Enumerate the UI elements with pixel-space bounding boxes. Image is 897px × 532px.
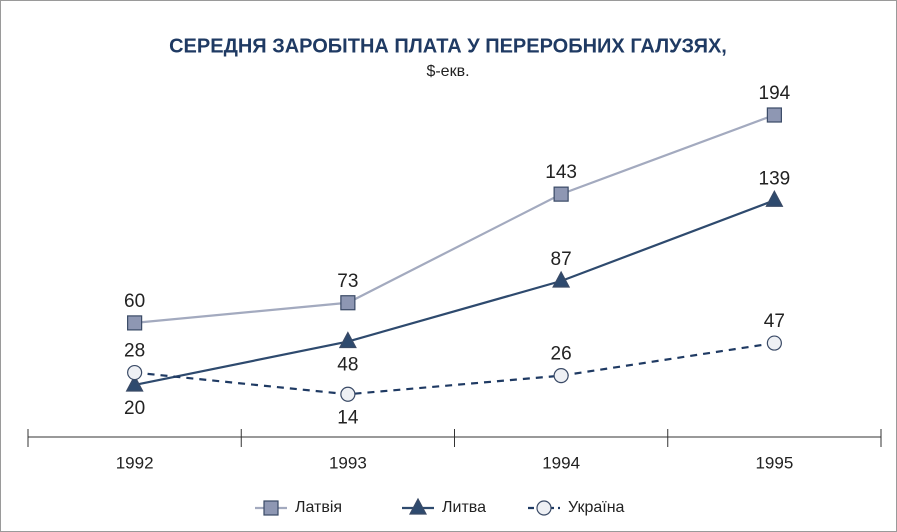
marker — [765, 190, 784, 207]
data-label: 60 — [124, 291, 145, 312]
legend-label: Україна — [568, 499, 625, 516]
legend-marker — [409, 497, 427, 515]
data-label: 194 — [759, 83, 791, 104]
legend-label: Литва — [442, 499, 486, 516]
series-line — [134, 341, 775, 396]
chart-subtitle: $-екв. — [426, 63, 469, 80]
marker — [766, 335, 782, 351]
x-tick-label: 1992 — [116, 453, 154, 472]
marker — [125, 374, 144, 392]
data-label: 73 — [337, 271, 358, 292]
data-label: 47 — [764, 311, 785, 332]
x-tick-label: 1995 — [755, 453, 793, 472]
data-label: 48 — [337, 355, 358, 376]
data-label: 26 — [551, 344, 572, 365]
x-tick-label: 1993 — [329, 453, 367, 472]
series-line — [134, 113, 775, 325]
data-label: 20 — [124, 398, 145, 419]
series-line — [134, 199, 775, 387]
marker — [552, 270, 571, 288]
data-label: 28 — [124, 341, 145, 362]
data-label: 143 — [545, 162, 577, 183]
data-label: 14 — [337, 407, 359, 428]
legend-marker — [536, 500, 552, 516]
marker — [766, 107, 782, 123]
legend-marker — [263, 500, 279, 516]
legend-label: Латвія — [295, 499, 342, 516]
data-label: 87 — [551, 249, 572, 270]
marker — [338, 331, 357, 349]
marker — [127, 364, 143, 381]
marker — [340, 295, 356, 311]
x-tick-label: 1994 — [542, 453, 580, 472]
marker — [553, 186, 569, 202]
marker — [340, 386, 356, 402]
chart-title: СЕРЕДНЯ ЗАРОБІТНА ПЛАТА У ПЕРЕРОБНИХ ГАЛ… — [169, 35, 727, 57]
data-label: 139 — [759, 168, 791, 189]
marker — [127, 315, 143, 331]
marker — [553, 368, 569, 384]
